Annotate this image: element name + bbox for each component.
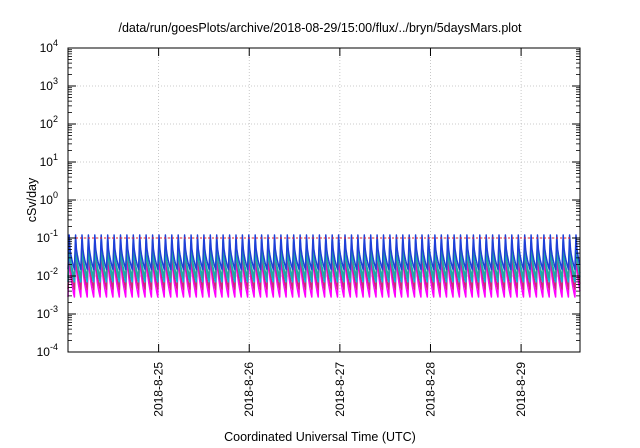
x-tick-label: 2018-8-27 — [333, 362, 347, 417]
x-axis: 2018-8-25 2018-8-26 2018-8-27 2018-8-28 2018… — [152, 48, 528, 417]
y-tick-label: 10-3 — [37, 304, 58, 321]
y-tick-label: 10-2 — [37, 266, 58, 283]
y-tick-label: 103 — [40, 76, 58, 93]
y-axis-label: cSv/day — [25, 177, 39, 222]
x-tick-label: 2018-8-29 — [514, 362, 528, 417]
y-axis: 10-4 10-3 10-2 10-1 100 101 102 103 104 — [37, 38, 580, 359]
y-tick-label: 100 — [40, 190, 58, 207]
y-tick-label: 10-1 — [37, 228, 58, 245]
series-line — [67, 234, 581, 271]
series-line — [67, 238, 581, 279]
x-tick-label: 2018-8-26 — [242, 362, 256, 417]
x-tick-label: 2018-8-25 — [152, 362, 166, 417]
series-group — [67, 234, 581, 298]
y-tick-label: 10-4 — [37, 342, 58, 359]
chart-title: /data/run/goesPlots/archive/2018-08-29/1… — [118, 21, 522, 35]
x-axis-label: Coordinated Universal Time (UTC) — [224, 430, 416, 444]
x-tick-label: 2018-8-28 — [423, 362, 437, 417]
y-tick-label: 101 — [40, 152, 58, 169]
y-tick-label: 102 — [40, 114, 58, 131]
y-tick-label: 104 — [40, 38, 58, 55]
grid-lines — [68, 48, 580, 352]
